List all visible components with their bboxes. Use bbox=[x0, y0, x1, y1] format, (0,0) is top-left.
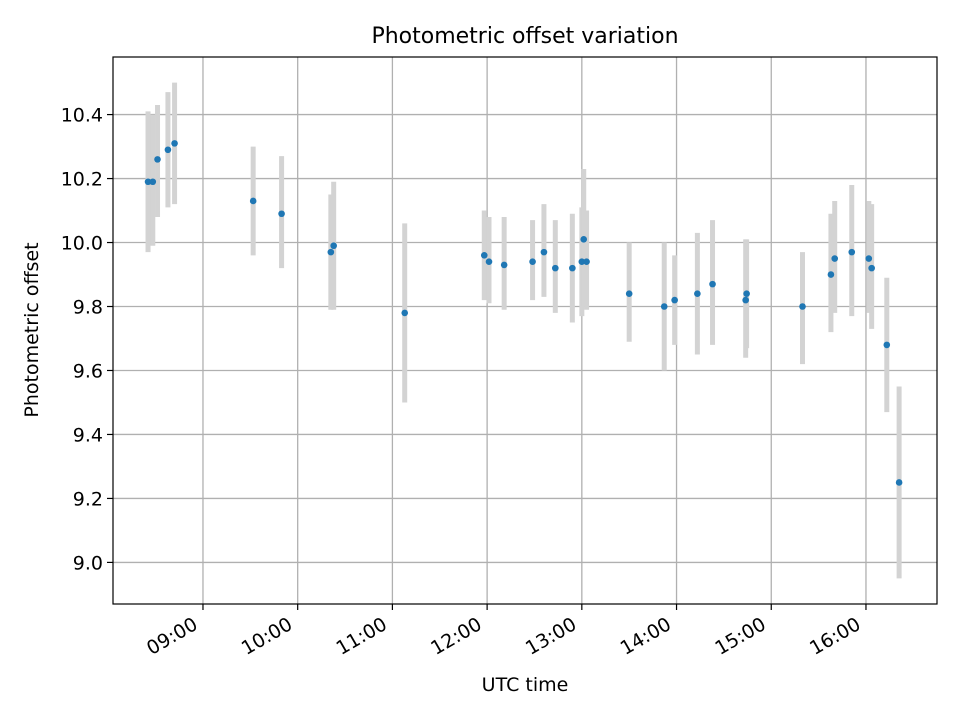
y-tick-label: 9.2 bbox=[73, 488, 103, 510]
data-point bbox=[164, 146, 172, 154]
chart-title: Photometric offset variation bbox=[371, 24, 678, 49]
data-point bbox=[895, 479, 903, 486]
data-point bbox=[171, 140, 178, 147]
data-point bbox=[500, 261, 508, 269]
y-axis: 9.0 9.2 9.4 9.6 9.8 10.0 10.2 10.4 bbox=[61, 105, 113, 574]
y-axis-label: Photometric offset bbox=[21, 242, 43, 417]
plot-frame bbox=[112, 56, 938, 605]
data-point bbox=[569, 264, 576, 272]
point-layer bbox=[144, 140, 903, 486]
data-point bbox=[149, 178, 157, 186]
data-point bbox=[144, 178, 152, 186]
data-point bbox=[154, 156, 161, 163]
data-point bbox=[552, 264, 559, 272]
y-tick-label: 9.6 bbox=[73, 360, 103, 382]
data-point bbox=[694, 290, 701, 298]
data-point bbox=[580, 236, 588, 243]
data-point bbox=[742, 296, 749, 304]
data-point bbox=[671, 296, 678, 304]
data-point bbox=[529, 258, 536, 266]
y-tick-label: 10.4 bbox=[61, 105, 103, 127]
data-point bbox=[330, 242, 337, 250]
data-point bbox=[278, 210, 285, 218]
data-point bbox=[485, 258, 493, 266]
y-tick-label: 10.2 bbox=[61, 169, 103, 191]
data-point bbox=[827, 271, 835, 278]
y-tick-label: 9.4 bbox=[73, 424, 103, 446]
data-point bbox=[583, 258, 590, 266]
data-point bbox=[660, 303, 668, 310]
y-tick-label: 9.0 bbox=[73, 552, 103, 574]
data-point bbox=[868, 264, 875, 272]
data-point bbox=[799, 303, 806, 310]
data-point bbox=[625, 290, 633, 298]
y-tick-label: 9.8 bbox=[73, 297, 103, 319]
data-point bbox=[480, 252, 488, 259]
data-point bbox=[709, 280, 716, 288]
data-point bbox=[401, 309, 409, 317]
x-axis-label: UTC time bbox=[482, 674, 569, 696]
data-point bbox=[865, 255, 873, 262]
data-point bbox=[249, 197, 257, 205]
data-point bbox=[327, 248, 335, 256]
data-point bbox=[743, 290, 750, 298]
data-point bbox=[883, 341, 891, 349]
y-tick-label: 10.0 bbox=[61, 233, 103, 255]
data-point bbox=[831, 255, 839, 262]
data-point bbox=[578, 258, 586, 266]
data-point bbox=[540, 248, 548, 256]
data-point bbox=[848, 248, 856, 256]
